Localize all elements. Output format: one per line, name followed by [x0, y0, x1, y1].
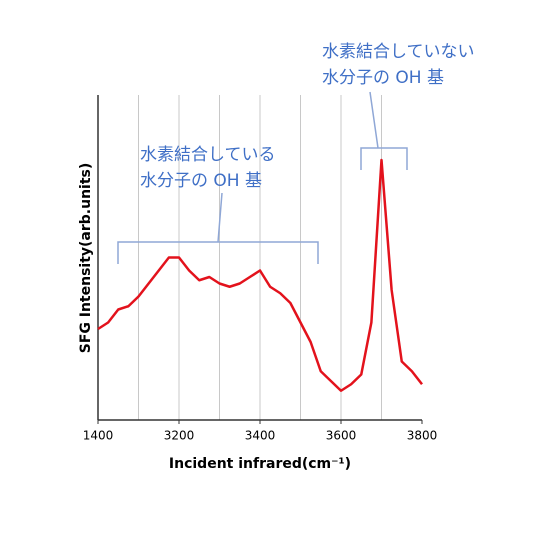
x-tick-label: 3600: [326, 429, 357, 443]
x-tick-label: 3400: [245, 429, 276, 443]
annotation-bracket: [117, 192, 319, 264]
x-tick-label: 3200: [164, 429, 195, 443]
x-tick-label: 3800: [407, 429, 438, 443]
annotation-text: 水分子の OH 基: [140, 171, 262, 191]
annotation-text: 水分子の OH 基: [322, 68, 444, 88]
data-line: [97, 158, 423, 392]
x-tick-label: 1400: [83, 429, 114, 443]
annotation-text: 水素結合していない: [322, 42, 475, 62]
annotation-text: 水素結合している: [140, 145, 276, 165]
y-axis-label: SFG Intensity(arb.units): [78, 163, 94, 354]
x-axis-label: Incident infrared(cm⁻¹): [169, 456, 351, 472]
annotation-bracket: [360, 91, 408, 170]
